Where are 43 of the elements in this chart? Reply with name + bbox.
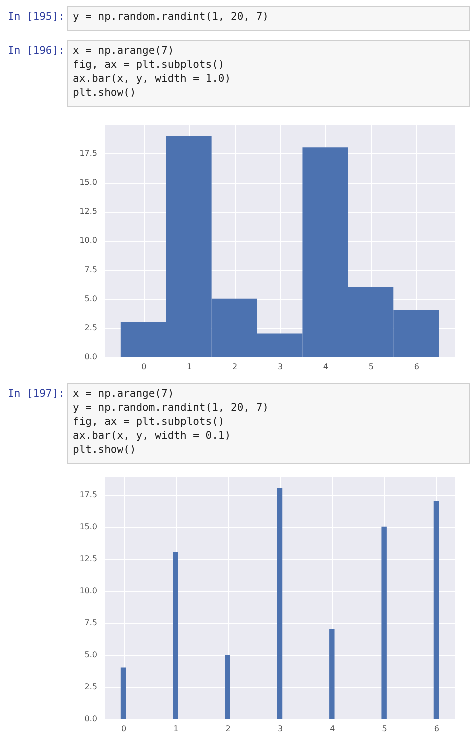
y-tick-label: 5.0 [84,294,98,304]
x-tick-label: 0 [121,724,127,734]
x-tick-label: 3 [278,362,284,372]
y-tick-label: 17.5 [80,148,98,158]
y-tick-label: 10.0 [80,586,98,596]
y-tick-label: 15.0 [80,522,98,532]
x-tick-label: 5 [382,724,388,734]
y-tick-label: 10.0 [80,236,98,246]
bar [173,552,178,719]
bar [120,668,126,719]
text: x = np.arange(7) y = np.random.randint(1, 20, 7) fig, ax = plt.subplots() ax.bar(x, y, width = 0.1) plt.show() [73,388,269,456]
bar [225,654,230,719]
y-tick-label: 2.5 [84,682,98,692]
x-tick-label: 4 [323,362,328,372]
text: In [197]: [8,388,65,400]
x-tick-label: 2 [226,724,231,734]
y-tick-label: 2.5 [84,323,98,332]
x-tick-label: 6 [434,724,440,734]
x-tick-label: 3 [278,724,284,734]
x-tick-label: 4 [330,724,336,734]
text: x = np.arange(7) fig, ax = plt.subplots() ax.bar(x, y, width = 1.0) plt.show() [73,45,232,99]
x-tick-label: 0 [142,362,147,372]
y-tick-label: 7.5 [84,618,98,628]
y-tick-label: 17.5 [80,490,98,500]
x-tick-label: 5 [368,362,374,372]
text: In [196]: [8,45,65,57]
y-tick-label: 15.0 [80,178,98,188]
x-tick-label: 1 [174,724,179,734]
y-tick-label: 5.0 [84,650,98,660]
y-tick-label: 12.5 [80,207,98,216]
bar [330,629,335,719]
x-tick-label: 1 [187,362,192,372]
text: y = np.random.randint(1, 20, 7) [73,11,269,23]
y-tick-label: 12.5 [80,554,98,564]
text: In [195]: [8,11,65,23]
y-tick-label: 7.5 [84,265,98,274]
x-tick-label: 6 [414,362,420,372]
bar [434,501,440,719]
y-tick-label: 0.0 [84,714,98,724]
x-tick-label: 2 [232,362,238,372]
y-tick-label: 0.0 [84,352,98,362]
bar [382,526,387,719]
bar [277,488,283,719]
